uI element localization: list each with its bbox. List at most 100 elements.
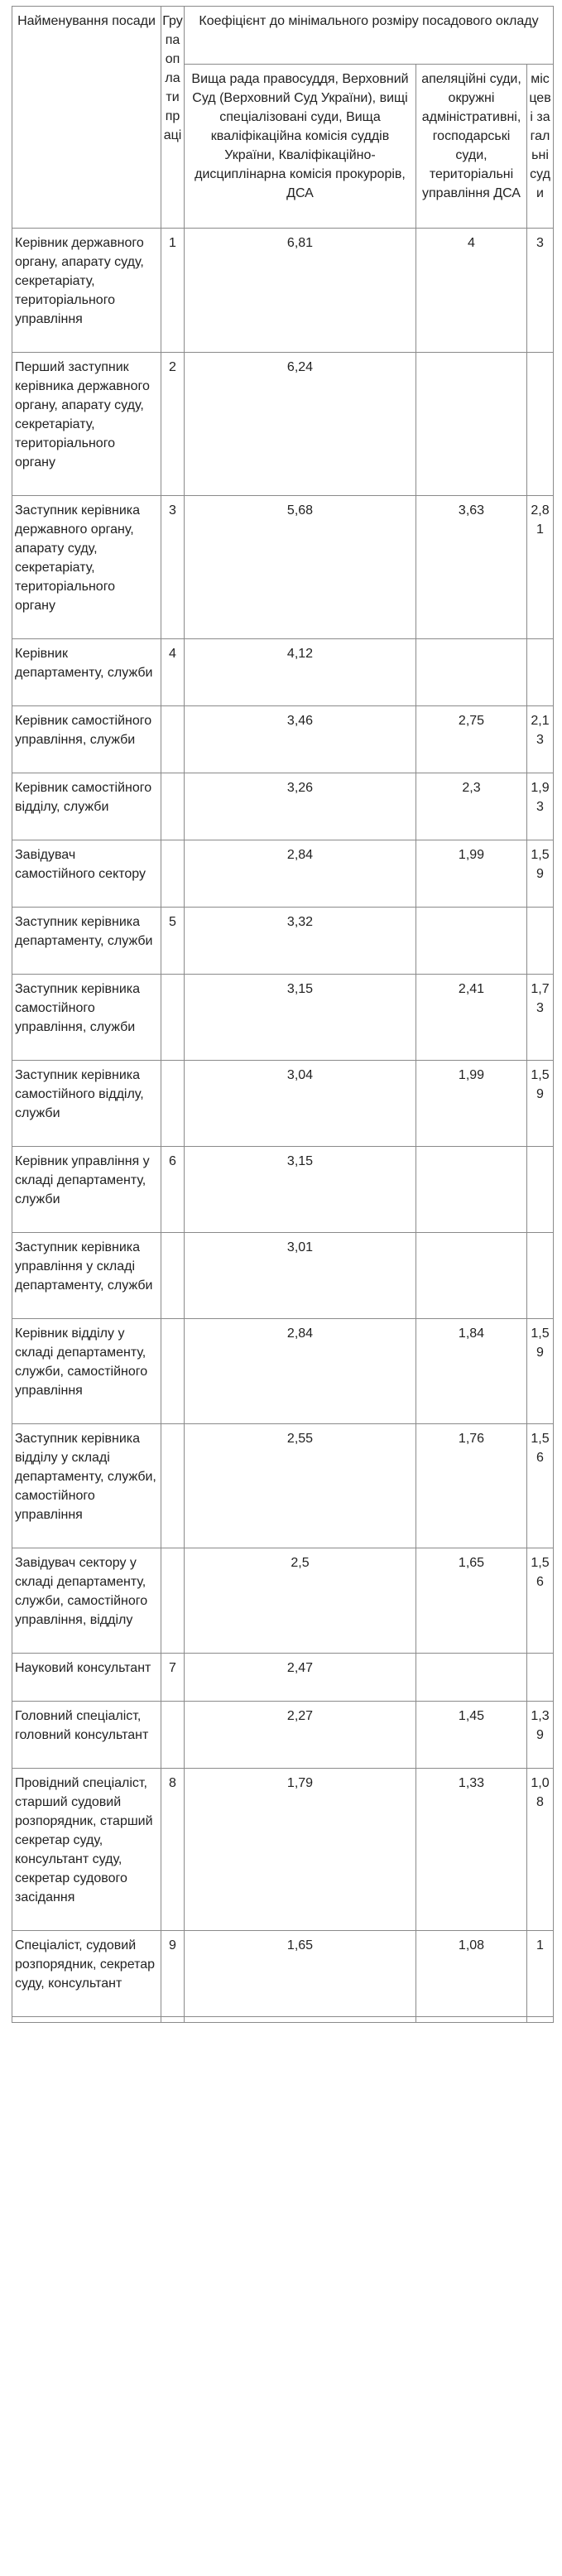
- appeal-courts-cell: [415, 638, 527, 706]
- appeal-courts-cell: [415, 352, 527, 496]
- group-cell: 9: [161, 1930, 185, 2017]
- position-cell: Керівник самостійного відділу, служби: [12, 773, 161, 840]
- group-cell: 1: [161, 228, 185, 353]
- table-row: Керівник державного органу, апарату суду…: [12, 228, 555, 353]
- header-appeal-courts: апеляційні суди, окружні адміністративні…: [415, 64, 527, 229]
- table-row: Керівник самостійного управління, служби…: [12, 705, 555, 773]
- group-cell: [161, 1423, 185, 1548]
- appeal-courts-cell: 2,41: [415, 974, 527, 1061]
- high-courts-cell: 3,46: [184, 705, 416, 773]
- local-courts-cell: [526, 1653, 555, 1702]
- high-courts-cell: 3,15: [184, 974, 416, 1061]
- local-courts-cell: [526, 1146, 555, 1233]
- local-courts-cell: [526, 352, 555, 496]
- salary-coefficient-table: Найменування посади Група оплати праці К…: [12, 6, 555, 2023]
- local-courts-cell: 1,73: [526, 974, 555, 1061]
- position-cell: Спеціаліст, судовий розпорядник, секрета…: [12, 1930, 161, 2017]
- local-courts-cell: [526, 1232, 555, 1319]
- table-row: Завідувач сектору у складі департаменту,…: [12, 1548, 555, 1654]
- position-cell: Заступник керівника управління у складі …: [12, 1232, 161, 1319]
- position-cell: Заступник керівника департаменту, служби: [12, 907, 161, 975]
- local-courts-cell: 3: [526, 228, 555, 353]
- group-cell: 4: [161, 638, 185, 706]
- appeal-courts-cell: 1,08: [415, 1930, 527, 2017]
- high-courts-cell: 3,32: [184, 907, 416, 975]
- header-local-courts: місцеві загальні суди: [526, 64, 555, 229]
- table-row: Заступник керівника самостійного відділу…: [12, 1060, 555, 1147]
- appeal-courts-cell: 2,75: [415, 705, 527, 773]
- appeal-courts-cell: 1,45: [415, 1701, 527, 1769]
- local-courts-cell: 2,13: [526, 705, 555, 773]
- appeal-courts-cell: [415, 1146, 527, 1233]
- appeal-courts-cell: 1,33: [415, 1768, 527, 1931]
- local-courts-cell: 1,08: [526, 1768, 555, 1931]
- table-row: Науковий консультант 7 2,47: [12, 1653, 555, 1702]
- table-row: Керівник відділу у складі департаменту, …: [12, 1318, 555, 1424]
- position-cell: Завідувач самостійного сектору: [12, 840, 161, 908]
- appeal-courts-cell: 1,99: [415, 840, 527, 908]
- group-cell: [161, 1701, 185, 1769]
- header-high-courts: Вища рада правосуддя, Верховний Суд (Вер…: [184, 64, 416, 229]
- local-courts-cell: 1,56: [526, 1423, 555, 1548]
- position-cell: Головний спеціаліст, головний консультан…: [12, 1701, 161, 1769]
- group-cell: 2: [161, 352, 185, 496]
- empty-cell: [161, 2016, 185, 2023]
- group-cell: [161, 773, 185, 840]
- position-cell: Заступник керівника відділу у складі деп…: [12, 1423, 161, 1548]
- position-cell: Керівник державного органу, апарату суду…: [12, 228, 161, 353]
- table-row: Спеціаліст, судовий розпорядник, секрета…: [12, 1930, 555, 2017]
- local-courts-cell: [526, 638, 555, 706]
- high-courts-cell: 6,24: [184, 352, 416, 496]
- position-cell: Заступник керівника державного органу, а…: [12, 495, 161, 639]
- high-courts-cell: 5,68: [184, 495, 416, 639]
- high-courts-cell: 2,27: [184, 1701, 416, 1769]
- position-cell: Завідувач сектору у складі департаменту,…: [12, 1548, 161, 1654]
- empty-cell: [526, 2016, 555, 2023]
- position-cell: Науковий консультант: [12, 1653, 161, 1702]
- group-cell: 7: [161, 1653, 185, 1702]
- empty-cell: [12, 2016, 161, 2023]
- empty-cell: [184, 2016, 416, 2023]
- table-row: Заступник керівника самостійного управлі…: [12, 974, 555, 1061]
- table-row: Заступник керівника державного органу, а…: [12, 495, 555, 639]
- high-courts-cell: 2,5: [184, 1548, 416, 1654]
- local-courts-cell: 1,59: [526, 840, 555, 908]
- local-courts-cell: 1,39: [526, 1701, 555, 1769]
- table-row: Заступник керівника управління у складі …: [12, 1232, 555, 1319]
- appeal-courts-cell: 1,84: [415, 1318, 527, 1424]
- appeal-courts-cell: 2,3: [415, 773, 527, 840]
- position-cell: Керівник відділу у складі департаменту, …: [12, 1318, 161, 1424]
- high-courts-cell: 2,84: [184, 1318, 416, 1424]
- local-courts-cell: [526, 907, 555, 975]
- group-cell: 8: [161, 1768, 185, 1931]
- group-cell: [161, 1318, 185, 1424]
- group-cell: 3: [161, 495, 185, 639]
- position-cell: Керівник управління у складі департамент…: [12, 1146, 161, 1233]
- appeal-courts-cell: 1,65: [415, 1548, 527, 1654]
- header-coefficient: Коефіцієнт до мінімального розміру посад…: [183, 6, 555, 65]
- position-cell: Заступник керівника самостійного відділу…: [12, 1060, 161, 1147]
- position-cell: Керівник департаменту, служби: [12, 638, 161, 706]
- appeal-courts-cell: 1,76: [415, 1423, 527, 1548]
- appeal-courts-cell: [415, 907, 527, 975]
- table-row: Перший заступник керівника державного ор…: [12, 352, 555, 496]
- local-courts-cell: 1,56: [526, 1548, 555, 1654]
- high-courts-cell: 4,12: [184, 638, 416, 706]
- header-group: Група оплати праці: [161, 6, 185, 229]
- high-courts-cell: 6,81: [184, 228, 416, 353]
- table-row: Керівник управління у складі департамент…: [12, 1146, 555, 1233]
- position-cell: Заступник керівника самостійного управлі…: [12, 974, 161, 1061]
- group-cell: 6: [161, 1146, 185, 1233]
- table-row: Керівник департаменту, служби 4 4,12: [12, 638, 555, 706]
- high-courts-cell: 3,04: [184, 1060, 416, 1147]
- appeal-courts-cell: 4: [415, 228, 527, 353]
- high-courts-cell: 2,47: [184, 1653, 416, 1702]
- empty-row: [12, 2016, 555, 2023]
- table-row: Головний спеціаліст, головний консультан…: [12, 1701, 555, 1769]
- local-courts-cell: 1,93: [526, 773, 555, 840]
- empty-cell: [415, 2016, 527, 2023]
- appeal-courts-cell: 3,63: [415, 495, 527, 639]
- group-cell: [161, 1548, 185, 1654]
- appeal-courts-cell: [415, 1653, 527, 1702]
- high-courts-cell: 1,79: [184, 1768, 416, 1931]
